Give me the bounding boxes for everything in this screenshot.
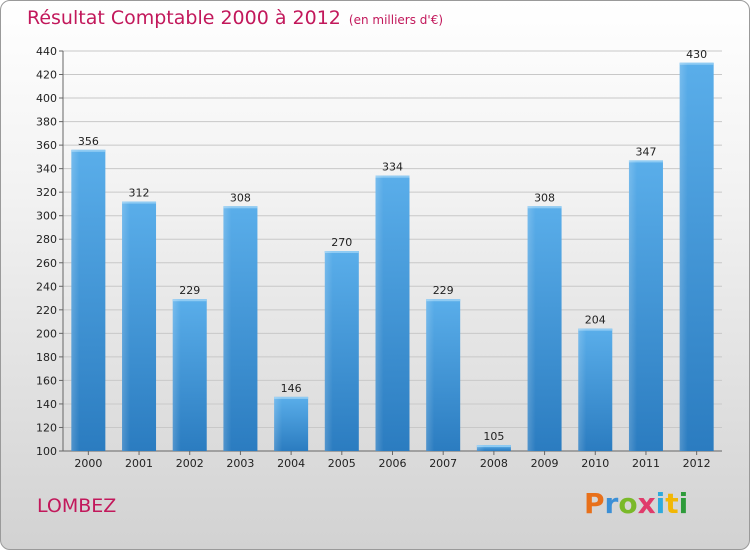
logo-letter: x [637,487,656,520]
data-label-2005: 270 [331,236,352,249]
bar-top-highlight [578,328,613,331]
x-tick-label-2009: 2009 [531,457,559,470]
bar-top-highlight [122,201,157,204]
bar-side-sheen [527,206,536,451]
bar-top-highlight [527,206,562,209]
bar-side-sheen [426,299,435,451]
bar-side-sheen [71,149,80,451]
y-tick-label: 240 [36,280,57,293]
bar-top-highlight [223,206,258,209]
x-tick-label-2012: 2012 [683,457,711,470]
bar-side-sheen [375,175,384,452]
y-tick-label: 280 [36,233,57,246]
y-tick-label: 160 [36,374,57,387]
bar-side-sheen [172,299,181,451]
bar-side-sheen [122,201,131,451]
data-label-2003: 308 [230,191,251,204]
data-label-2001: 312 [129,187,150,200]
y-tick-label: 400 [36,92,57,105]
chart-title-block: Résultat Comptable 2000 à 2012 (en millie… [27,7,443,29]
x-tick-label-2008: 2008 [480,457,508,470]
data-label-2008: 105 [483,430,504,443]
y-tick-label: 120 [36,421,57,434]
bar-top-highlight [71,149,106,152]
chart-title: Résultat Comptable 2000 à 2012 [27,7,341,29]
logo-letter: t [665,487,679,520]
place-name: LOMBEZ [37,495,117,517]
x-tick-label-2004: 2004 [277,457,305,470]
y-tick-label: 140 [36,398,57,411]
y-tick-label: 100 [36,445,57,458]
x-tick-label-2000: 2000 [74,457,102,470]
data-label-2004: 146 [281,382,302,395]
bar-top-highlight [628,160,663,163]
y-tick-label: 360 [36,139,57,152]
y-tick-label: 220 [36,304,57,317]
bar-side-sheen [679,62,688,451]
bar-side-sheen [476,445,485,451]
data-label-2010: 204 [585,314,606,327]
y-tick-label: 440 [36,45,57,58]
y-tick-label: 340 [36,163,57,176]
bar-top-highlight [274,396,309,399]
y-tick-label: 420 [36,69,57,82]
logo-letter: o [618,487,638,520]
bar-side-sheen [324,251,333,451]
proxiti-logo: Proxiti [584,487,688,520]
x-tick-label-2001: 2001 [125,457,153,470]
x-tick-label-2005: 2005 [328,457,356,470]
data-label-2009: 308 [534,191,555,204]
data-label-2012: 430 [686,48,707,61]
data-label-2006: 334 [382,161,403,174]
x-tick-label-2002: 2002 [176,457,204,470]
data-label-2000: 356 [78,135,99,148]
y-tick-label: 180 [36,351,57,364]
bar-side-sheen [223,206,232,451]
y-tick-label: 200 [36,327,57,340]
data-label-2002: 229 [179,284,200,297]
y-tick-label: 380 [36,116,57,129]
data-label-2007: 229 [433,284,454,297]
x-tick-label-2010: 2010 [581,457,609,470]
y-tick-label: 300 [36,210,57,223]
logo-letter: r [604,487,619,520]
y-tick-label: 320 [36,186,57,199]
bar-top-highlight [426,299,461,302]
bar-side-sheen [628,160,637,452]
logo-letter: i [678,487,689,520]
x-tick-label-2011: 2011 [632,457,660,470]
logo-letter: i [655,487,666,520]
bar-top-highlight [476,445,511,448]
bar-top-highlight [324,251,359,253]
x-tick-label-2003: 2003 [226,457,254,470]
bar-2008 [476,445,511,451]
x-tick-label-2006: 2006 [379,457,407,470]
chart-subtitle: (en milliers d'€) [348,13,444,27]
x-tick-label-2007: 2007 [429,457,457,470]
logo-letter: P [584,487,605,520]
bar-top-highlight [172,299,207,302]
bar-top-highlight [679,62,714,65]
bar-side-sheen [274,396,283,451]
bar-side-sheen [578,328,587,451]
data-label-2011: 347 [635,145,656,158]
y-tick-label: 260 [36,257,57,270]
bar-top-highlight [375,175,410,178]
